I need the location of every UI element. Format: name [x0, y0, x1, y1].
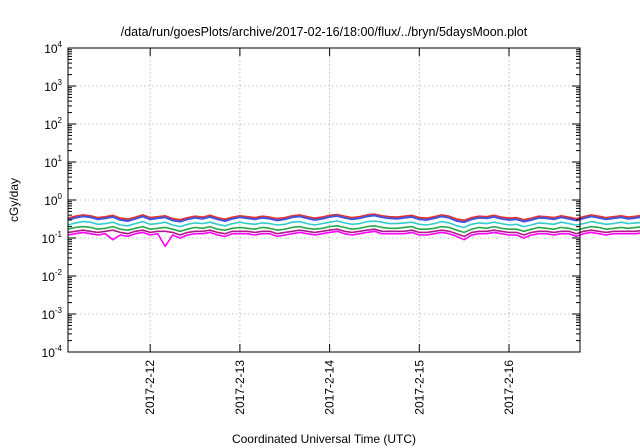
- chart-title: /data/run/goesPlots/archive/2017-02-16/1…: [121, 25, 528, 39]
- series-line: [67, 214, 640, 224]
- x-tick-label: 2017-2-12: [143, 360, 157, 415]
- x-tick-labels: 2017-2-12 2017-2-13 2017-2-14 2017-2-15 2017…: [143, 360, 516, 415]
- y-tick-label: 104: [44, 40, 62, 56]
- series-line: [67, 230, 640, 248]
- series-line: [67, 220, 640, 229]
- series-line: [67, 213, 640, 222]
- y-tick-label: 10-4: [42, 344, 63, 360]
- x-tick-label: 2017-2-13: [233, 360, 247, 415]
- x-tick-label: 2017-2-15: [412, 360, 426, 415]
- x-tick-label: 2017-2-14: [323, 360, 337, 415]
- x-tick-label: 2017-2-16: [502, 360, 516, 415]
- y-tick-labels: 10-4 10-3 10-2 10-1 100 101 102 103 104: [42, 40, 63, 360]
- y-tick-label: 10-2: [42, 268, 63, 284]
- y-tick-label: 103: [44, 78, 62, 94]
- y-tick-label: 100: [44, 192, 62, 208]
- axis-ticks: [68, 47, 580, 353]
- y-tick-label: 101: [44, 154, 62, 170]
- x-axis-title: Coordinated Universal Time (UTC): [232, 432, 416, 446]
- series-lines: [67, 213, 640, 248]
- series-line: [67, 225, 640, 234]
- y-tick-label: 102: [44, 116, 62, 132]
- grid-lines: [68, 48, 580, 352]
- series-line: [67, 228, 640, 238]
- y-tick-label: 10-3: [42, 306, 63, 322]
- y-axis-title: cGy/day: [7, 178, 21, 222]
- y-tick-label: 10-1: [42, 230, 63, 246]
